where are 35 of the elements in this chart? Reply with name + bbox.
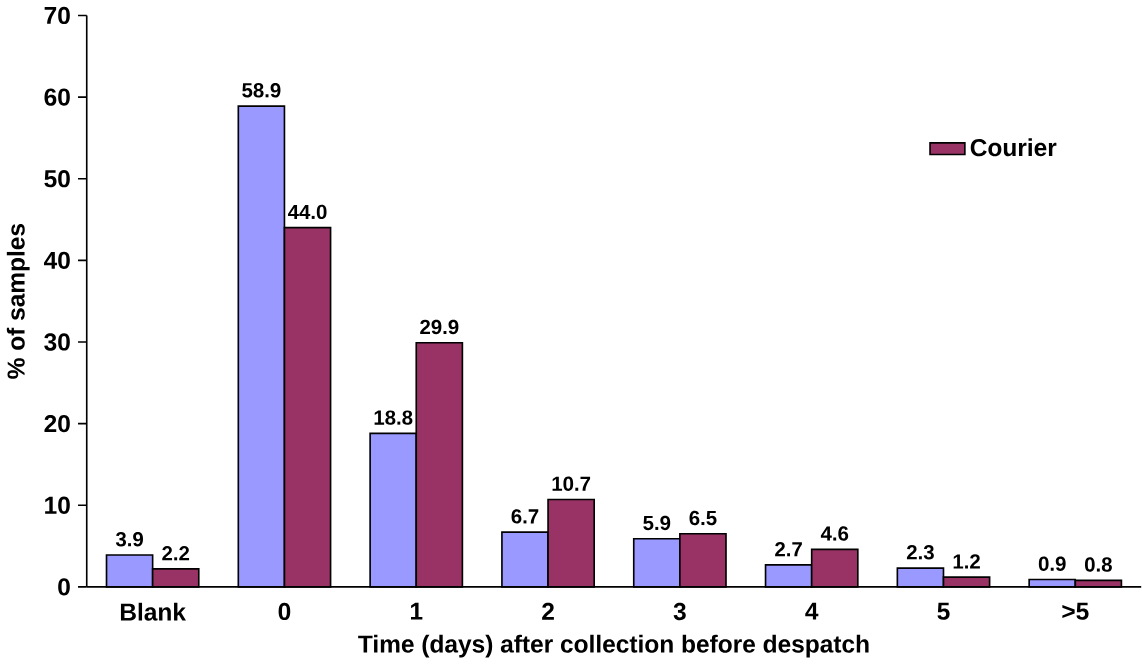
- y-tick-label: 70: [44, 6, 70, 24]
- x-tick-label: Blank: [120, 602, 186, 621]
- data-label: 4.6: [820, 526, 849, 541]
- data-label: 2.3: [906, 544, 934, 560]
- x-axis-title: Time (days) after collection before despatch: [358, 634, 869, 658]
- y-tick-label: 40: [43, 251, 70, 269]
- data-label: 44.0: [287, 204, 327, 219]
- data-label: 0.8: [1084, 557, 1112, 572]
- data-label: 10.7: [552, 476, 591, 491]
- x-tick-label: 0: [278, 602, 291, 620]
- x-tick-label: >5: [1062, 602, 1089, 620]
- y-tick-label: 60: [44, 88, 70, 106]
- y-tick-label: 10: [45, 496, 70, 514]
- x-tick-label: 2: [542, 602, 554, 620]
- data-label: 6.7: [511, 509, 539, 524]
- data-label: 2.2: [162, 545, 190, 561]
- data-label: 29.9: [420, 319, 459, 335]
- y-tick-label: 0: [58, 578, 70, 596]
- data-label: 2.7: [775, 541, 802, 557]
- data-label: 3.9: [115, 531, 143, 547]
- data-label: 18.8: [374, 410, 413, 425]
- data-label: 58.9: [242, 82, 281, 98]
- data-label: 6.5: [689, 510, 717, 526]
- x-tick-label: 3: [673, 602, 686, 620]
- legend-label: Courier: [970, 138, 1057, 157]
- x-tick-label: 4: [805, 602, 819, 620]
- y-tick-label: 30: [44, 333, 70, 351]
- data-label: 5.9: [643, 515, 671, 530]
- y-axis-title: % of samples: [6, 223, 30, 379]
- y-tick-label: 50: [44, 169, 70, 188]
- data-label: 0.9: [1038, 556, 1066, 571]
- x-tick-label: 1: [410, 602, 423, 620]
- data-label: 1.2: [953, 554, 980, 569]
- y-tick-label: 20: [44, 414, 70, 433]
- x-tick-label: 5: [937, 602, 950, 620]
